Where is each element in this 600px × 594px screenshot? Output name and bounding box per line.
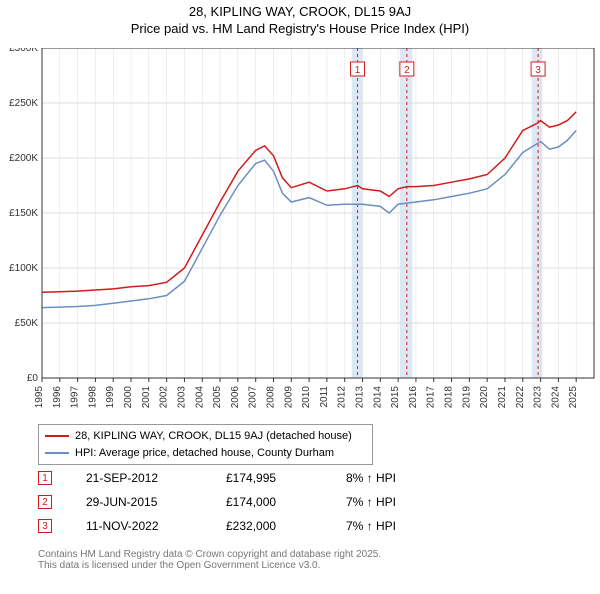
legend-row: 28, KIPLING WAY, CROOK, DL15 9AJ (detach…: [45, 428, 366, 445]
svg-text:£100K: £100K: [9, 263, 38, 274]
sale-marker: 1: [38, 471, 52, 485]
sales-row: 1 21-SEP-2012£174,9958% ↑ HPI: [38, 466, 446, 490]
legend-swatch: [45, 452, 69, 454]
svg-text:1999: 1999: [105, 386, 116, 409]
svg-text:1998: 1998: [87, 386, 98, 409]
svg-text:1996: 1996: [52, 386, 63, 409]
svg-text:2022: 2022: [515, 386, 526, 409]
svg-text:2025: 2025: [568, 386, 579, 409]
sale-price: £174,000: [226, 495, 346, 509]
svg-text:1997: 1997: [70, 386, 81, 409]
chart-svg: £0 £50K £100K £150K £200K £250K £300K 1995 1996 1…: [0, 48, 600, 418]
legend-label: HPI: Average price, detached house, Coun…: [75, 445, 334, 462]
svg-text:2019: 2019: [461, 386, 472, 409]
svg-text:2: 2: [404, 65, 410, 76]
svg-text:2015: 2015: [390, 386, 401, 409]
svg-text:2007: 2007: [248, 386, 259, 409]
svg-text:2000: 2000: [123, 386, 134, 409]
sales-row: 2 29-JUN-2015£174,0007% ↑ HPI: [38, 490, 446, 514]
legend-swatch: [45, 435, 69, 437]
svg-text:2023: 2023: [533, 386, 544, 409]
chart-area: £0 £50K £100K £150K £200K £250K £300K 1995 1996 1…: [0, 48, 600, 418]
svg-text:2011: 2011: [319, 386, 330, 408]
sale-marker: 2: [38, 495, 52, 509]
svg-text:£0: £0: [27, 373, 39, 384]
chart-title: 28, KIPLING WAY, CROOK, DL15 9AJ: [0, 4, 600, 19]
svg-text:2008: 2008: [265, 386, 276, 409]
svg-text:2005: 2005: [212, 386, 223, 409]
footer-line-1: Contains HM Land Registry data © Crown c…: [38, 549, 381, 560]
svg-text:£250K: £250K: [9, 98, 38, 109]
svg-text:2014: 2014: [372, 386, 383, 409]
svg-text:1: 1: [355, 65, 361, 76]
sale-price: £174,995: [226, 471, 346, 485]
svg-text:2006: 2006: [230, 386, 241, 409]
svg-text:2021: 2021: [497, 386, 508, 409]
footer-attribution: Contains HM Land Registry data © Crown c…: [38, 549, 381, 571]
svg-text:2024: 2024: [550, 386, 561, 409]
svg-text:2016: 2016: [408, 386, 419, 409]
svg-text:£50K: £50K: [15, 318, 39, 329]
sales-table: 1 21-SEP-2012£174,9958% ↑ HPI 2 29-JUN-2015…: [38, 466, 446, 538]
legend-box: 28, KIPLING WAY, CROOK, DL15 9AJ (detach…: [38, 424, 373, 465]
svg-text:2003: 2003: [176, 386, 187, 409]
chart-subtitle: Price paid vs. HM Land Registry's House …: [0, 21, 600, 36]
legend-label: 28, KIPLING WAY, CROOK, DL15 9AJ (detach…: [75, 428, 352, 445]
svg-text:2012: 2012: [337, 386, 348, 409]
sale-date: 21-SEP-2012: [86, 471, 226, 485]
svg-text:2002: 2002: [159, 386, 170, 409]
svg-text:1995: 1995: [34, 386, 45, 409]
svg-text:2004: 2004: [194, 386, 205, 409]
svg-text:£150K: £150K: [9, 208, 38, 219]
svg-text:2013: 2013: [355, 386, 366, 409]
sale-diff: 7% ↑ HPI: [346, 495, 446, 509]
svg-text:2018: 2018: [444, 386, 455, 409]
sale-date: 29-JUN-2015: [86, 495, 226, 509]
svg-text:2010: 2010: [301, 386, 312, 409]
svg-text:2017: 2017: [426, 386, 437, 409]
svg-text:2009: 2009: [283, 386, 294, 409]
svg-text:2020: 2020: [479, 386, 490, 409]
svg-text:3: 3: [535, 65, 541, 76]
sale-diff: 7% ↑ HPI: [346, 519, 446, 533]
sale-price: £232,000: [226, 519, 346, 533]
legend-row: HPI: Average price, detached house, Coun…: [45, 445, 366, 462]
sale-date: 11-NOV-2022: [86, 519, 226, 533]
svg-text:£200K: £200K: [9, 153, 38, 164]
svg-text:2001: 2001: [141, 386, 152, 409]
sale-marker: 3: [38, 519, 52, 533]
svg-text:£300K: £300K: [9, 48, 38, 54]
sales-row: 3 11-NOV-2022£232,0007% ↑ HPI: [38, 514, 446, 538]
sale-diff: 8% ↑ HPI: [346, 471, 446, 485]
footer-line-2: This data is licensed under the Open Gov…: [38, 560, 381, 571]
